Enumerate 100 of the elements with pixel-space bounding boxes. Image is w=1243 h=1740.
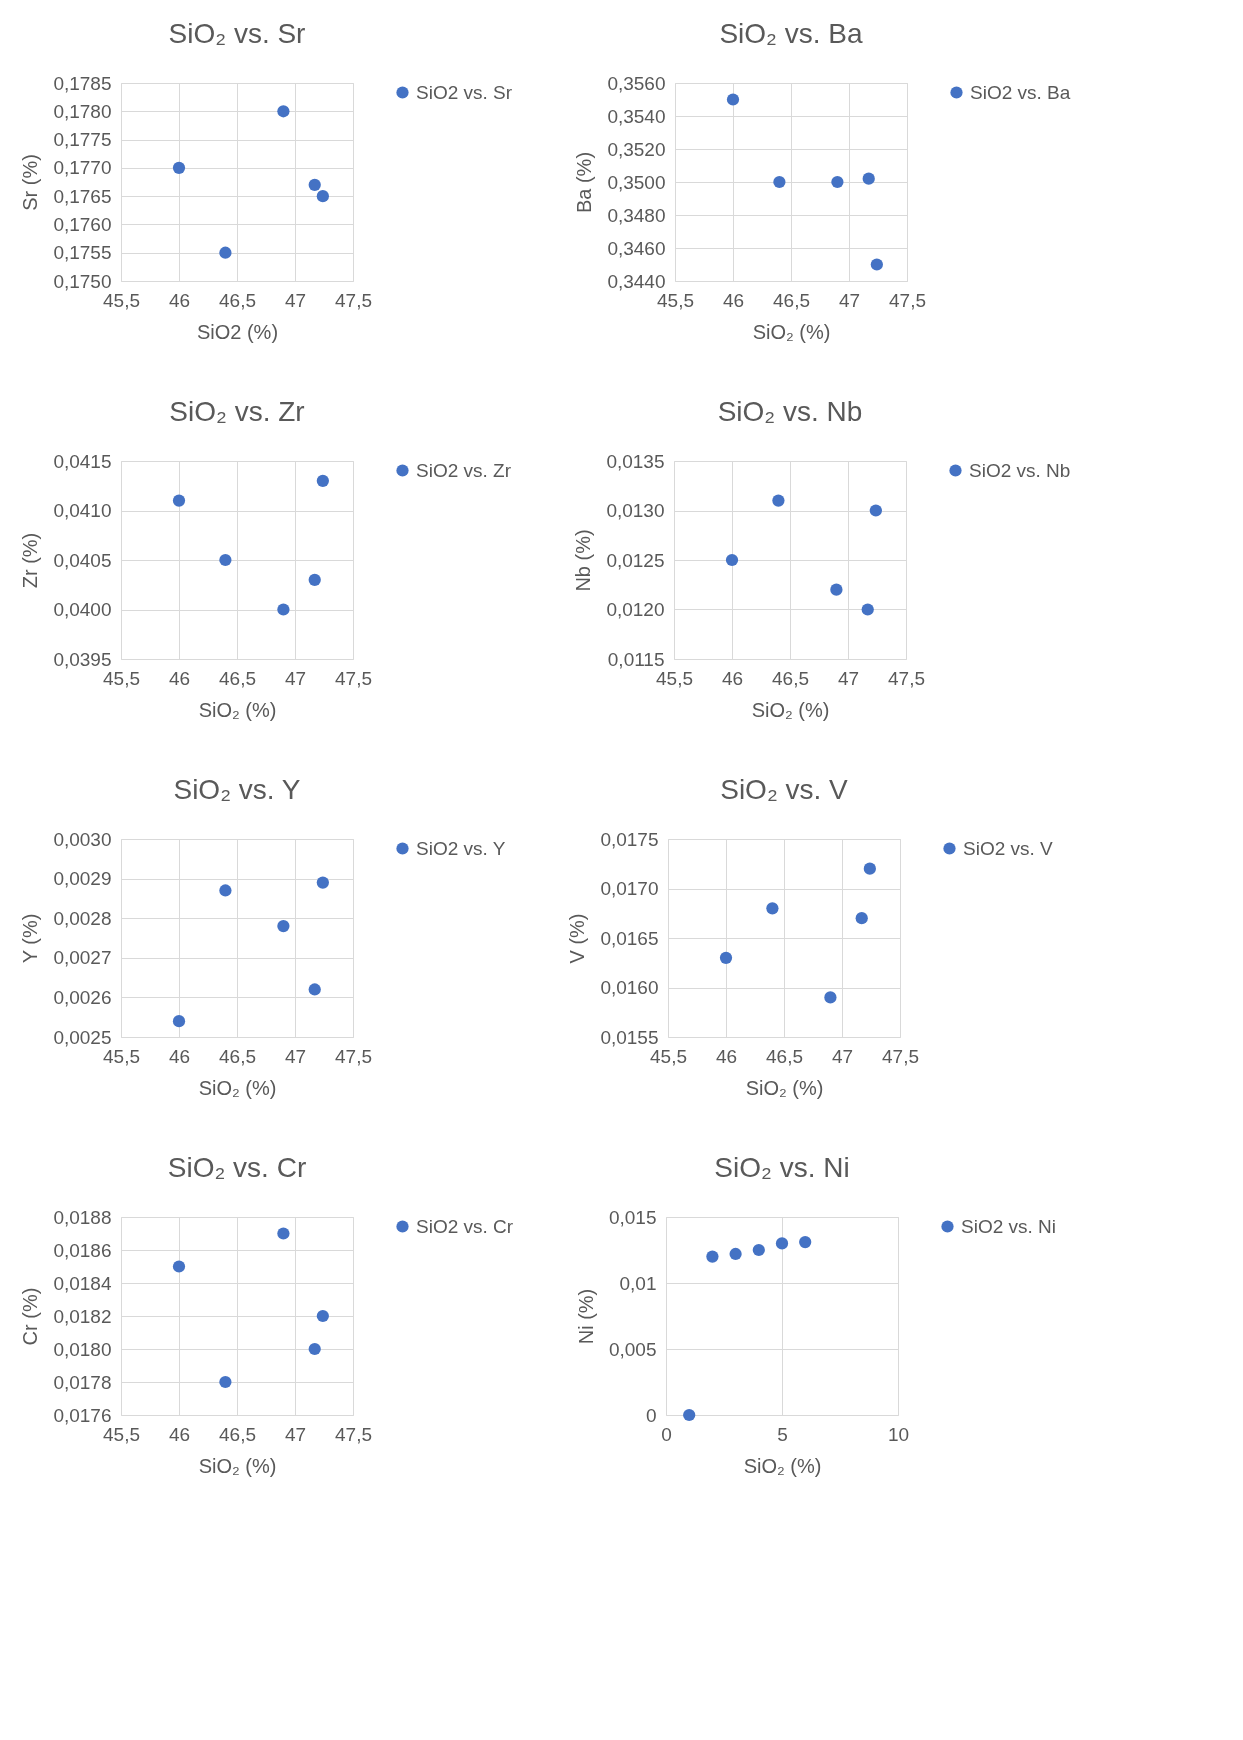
point	[683, 1408, 696, 1422]
y-tick-label: 0,1785	[53, 72, 112, 94]
x-tick-label: 5	[777, 1423, 788, 1445]
x-tick-label: 47,5	[889, 289, 926, 311]
point	[219, 553, 232, 567]
x-tick-label: 47,5	[335, 667, 372, 689]
x-tick-label: 46,5	[772, 667, 809, 689]
point	[719, 951, 733, 964]
y-axis-title: Sr (%)	[19, 154, 42, 211]
point	[799, 1235, 812, 1249]
y-tick-label: 0,0188	[53, 1206, 112, 1228]
point	[863, 862, 876, 875]
y-tick-label: 0	[645, 1404, 657, 1426]
x-tick-label: 47	[838, 289, 861, 311]
legend-label: SiO2 vs. Nb	[969, 459, 1071, 481]
y-tick-label: 0,3480	[607, 204, 666, 226]
point	[172, 1015, 186, 1028]
x-tick-label: 47	[284, 667, 307, 689]
y-tick-label: 0,3520	[607, 138, 666, 160]
point	[775, 1237, 789, 1250]
y-tick-label: 0,3540	[607, 105, 666, 127]
point	[773, 175, 786, 189]
x-tick-label: 47,5	[335, 1423, 372, 1445]
x-tick-label: 45,5	[103, 1045, 140, 1067]
point	[219, 1375, 232, 1389]
y-tick-label: 0,0400	[53, 599, 112, 620]
y-tick-label: 0,0178	[53, 1371, 112, 1393]
y-tick-label: 0,3460	[607, 237, 666, 259]
y-tick-label: 0,0184	[53, 1272, 112, 1294]
chart-title: SiO₂ vs. Y	[173, 774, 301, 805]
y-tick-label: 0,0182	[53, 1305, 112, 1327]
x-tick-label: 46	[168, 667, 191, 689]
point	[172, 161, 186, 174]
point	[308, 1342, 321, 1356]
y-tick-label: 0,0125	[606, 549, 665, 571]
x-tick-label: 47,5	[335, 289, 372, 311]
point	[277, 920, 290, 933]
x-axis-title: SiO2 (%)	[196, 320, 279, 343]
x-tick-label: 45,5	[103, 1423, 140, 1445]
point	[831, 175, 844, 189]
point	[316, 876, 329, 889]
y-tick-label: 0,0180	[53, 1338, 112, 1360]
point	[752, 1243, 765, 1257]
chart-title: SiO₂ vs. Nb	[717, 396, 863, 427]
x-tick-label: 10	[887, 1423, 910, 1445]
point	[219, 246, 232, 259]
y-tick-label: 0,1770	[53, 157, 112, 179]
y-tick-label: 0,0115	[607, 648, 665, 670]
chart-title: SiO₂ vs. Zr	[169, 396, 305, 427]
point	[277, 1227, 290, 1240]
y-axis-title: V (%)	[566, 913, 589, 964]
y-tick-label: 0,0165	[600, 927, 659, 949]
x-tick-label: 47	[284, 1423, 307, 1445]
point	[870, 258, 883, 271]
point	[706, 1250, 719, 1263]
x-tick-label: 46,5	[219, 1045, 256, 1067]
x-tick-label: 46	[168, 289, 191, 311]
point	[172, 494, 186, 507]
point	[308, 573, 321, 586]
y-axis-title: Ba (%)	[573, 151, 596, 214]
point	[277, 603, 290, 616]
y-tick-label: 0,0186	[53, 1239, 112, 1261]
legend-label: SiO2 vs. Y	[416, 837, 506, 859]
x-tick-label: 46,5	[766, 1045, 803, 1067]
y-tick-label: 0,0415	[53, 450, 112, 472]
point	[726, 93, 740, 106]
y-tick-label: 0,1775	[53, 129, 112, 151]
y-axis-title: Zr (%)	[19, 532, 42, 589]
y-tick-label: 0,0395	[53, 648, 112, 670]
point	[316, 1309, 329, 1323]
x-axis-title: SiO₂ (%)	[751, 698, 830, 721]
x-tick-label: 45,5	[650, 1045, 687, 1067]
y-tick-label: 0,0410	[53, 500, 112, 521]
point	[830, 583, 843, 596]
chart-title: SiO₂ vs. Sr	[168, 18, 306, 49]
chart-title: SiO₂ vs. Ni	[714, 1152, 850, 1183]
y-tick-label: 0,1755	[53, 242, 112, 264]
y-tick-label: 0,1780	[53, 100, 112, 122]
y-tick-label: 0,3500	[607, 171, 666, 193]
x-tick-label: 45,5	[103, 667, 140, 689]
x-axis-title: SiO₂ (%)	[752, 320, 831, 343]
point	[869, 504, 882, 517]
x-tick-label: 47	[831, 1045, 854, 1067]
x-tick-label: 47	[284, 1045, 307, 1067]
x-axis-title: SiO₂ (%)	[198, 698, 277, 721]
legend-label: SiO2 vs. Zr	[416, 459, 512, 481]
chart-title: SiO₂ vs. Cr	[167, 1152, 307, 1183]
legend-label: SiO2 vs. Sr	[416, 81, 513, 103]
y-tick-label: 0,0028	[53, 907, 112, 929]
y-tick-label: 0,1760	[53, 213, 112, 235]
x-tick-label: 47	[837, 667, 860, 689]
x-tick-label: 46	[168, 1423, 191, 1445]
x-tick-label: 46,5	[219, 1423, 256, 1445]
point	[729, 1247, 742, 1261]
point	[316, 190, 329, 203]
x-tick-label: 47,5	[335, 1045, 372, 1067]
point	[308, 983, 321, 996]
x-tick-label: 46,5	[219, 289, 256, 311]
x-tick-label: 46	[715, 1045, 738, 1067]
point	[766, 902, 779, 915]
